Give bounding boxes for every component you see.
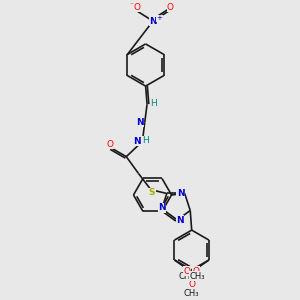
- Text: O: O: [188, 280, 195, 289]
- Text: N: N: [133, 137, 141, 146]
- Text: O: O: [106, 140, 113, 149]
- Text: O: O: [167, 3, 174, 12]
- Text: CH₃: CH₃: [189, 272, 205, 281]
- Text: N: N: [136, 118, 143, 127]
- Text: S: S: [149, 188, 155, 197]
- Text: O: O: [184, 267, 190, 276]
- Text: H: H: [142, 136, 149, 145]
- Text: +: +: [156, 15, 162, 21]
- Text: N: N: [158, 203, 166, 212]
- Text: O: O: [133, 3, 140, 12]
- Text: H: H: [150, 99, 157, 108]
- Text: O: O: [193, 267, 200, 276]
- Text: CH₃: CH₃: [184, 290, 200, 298]
- Text: ⁻: ⁻: [130, 2, 134, 8]
- Text: N: N: [149, 16, 157, 26]
- Text: N: N: [176, 216, 184, 225]
- Text: N: N: [177, 189, 184, 198]
- Text: CH₃: CH₃: [178, 272, 194, 281]
